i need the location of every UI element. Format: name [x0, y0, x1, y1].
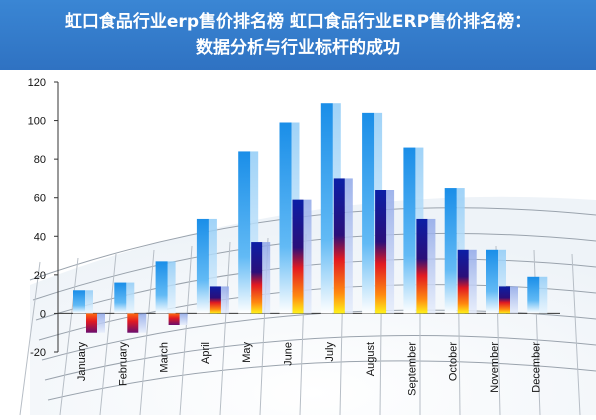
floor-grid-line [571, 253, 581, 416]
x-tick-label: December [530, 342, 542, 393]
bar-series1-side [250, 151, 259, 314]
bar-series1 [238, 151, 251, 314]
x-tick-label: September [406, 342, 418, 396]
bar-series2-side [427, 218, 436, 314]
x-tick-label: March [159, 342, 171, 373]
bar-series1 [155, 261, 168, 314]
y-tick-label: 100 [28, 116, 46, 128]
chart-title-banner: 虹口食品行业erp售价排名榜 虹口食品行业ERP售价排名榜：数据分析与行业标杆的… [0, 0, 596, 70]
y-tick-label: 60 [34, 193, 46, 205]
bar-series1-side [208, 218, 217, 314]
x-tick-label: November [489, 342, 501, 393]
floor-grid-line [219, 241, 231, 416]
bar-series1 [196, 218, 209, 314]
bar-series2 [333, 178, 345, 314]
floor-grid-arc [47, 360, 596, 401]
bar-series2 [375, 190, 387, 314]
bar-series1 [279, 122, 292, 314]
bar-series2 [86, 313, 97, 333]
bars [73, 103, 548, 333]
bar-series1-side [539, 276, 548, 314]
bar-series2 [457, 249, 469, 314]
bar-series2-side [386, 190, 395, 314]
y-tick-label: 0 [40, 308, 46, 320]
floor-grid-line [99, 253, 117, 416]
floor-grid-line [59, 257, 79, 416]
bar-series2 [127, 313, 139, 333]
bar-series1-side [167, 261, 176, 314]
bar-series2-side [220, 286, 229, 314]
bar-series2 [168, 313, 180, 325]
bar-series2 [416, 218, 428, 314]
bar-series2-side [303, 199, 312, 314]
x-tick-label: August [365, 342, 377, 376]
floor-grid-line [19, 261, 41, 416]
floor-grid-line [139, 249, 155, 416]
x-tick-label: May [241, 342, 253, 363]
bar-series1-side [126, 282, 135, 314]
bar-series1 [403, 147, 416, 314]
y-tick-label: 40 [34, 231, 46, 243]
bar-series2-side [468, 249, 477, 314]
bar-series2-side [262, 242, 271, 314]
x-tick-label: February [117, 342, 129, 387]
chart-area: -20 0 20 40 60 80 100 120 January February March Ap… [0, 70, 596, 420]
bar-series2 [499, 286, 510, 314]
bar-series1-side [85, 290, 93, 314]
bar-series2 [292, 199, 304, 314]
chart-title: 虹口食品行业erp售价排名榜 虹口食品行业ERP售价排名榜：数据分析与行业标杆的… [64, 12, 532, 58]
y-tick-label: 120 [28, 77, 46, 89]
axis-labels: -20 0 20 40 60 80 100 120 January February March Ap… [28, 77, 543, 396]
bar-series1 [527, 276, 540, 314]
bar-series1 [444, 188, 457, 314]
bar-series1 [320, 103, 333, 314]
x-tick-label: January [76, 342, 88, 382]
bar-series2-side [138, 313, 147, 333]
bar-series1-side [498, 249, 506, 314]
bar-series2 [251, 242, 263, 314]
bar-series1 [486, 249, 498, 314]
floor-grid-arc [44, 335, 596, 381]
bar-series1 [114, 282, 127, 314]
bar-series2 [209, 286, 221, 314]
y-tick-label: 80 [34, 154, 46, 166]
x-tick-label: July [324, 342, 336, 362]
bar-series2-side [179, 313, 188, 325]
bar-series1 [362, 112, 375, 314]
y-tick-label: 20 [34, 270, 46, 282]
x-tick-label: October [448, 342, 460, 381]
bar-series2-side [344, 178, 353, 314]
x-tick-label: April [200, 342, 212, 364]
x-tick-label: June [283, 342, 295, 366]
bar-chart: -20 0 20 40 60 80 100 120 January February March Ap… [19, 77, 596, 416]
y-tick-label: -20 [30, 347, 46, 359]
bar-series1 [73, 290, 85, 314]
bar-series2-side [97, 313, 105, 333]
bar-series2-side [510, 286, 518, 314]
floor-grid-line [179, 245, 193, 416]
